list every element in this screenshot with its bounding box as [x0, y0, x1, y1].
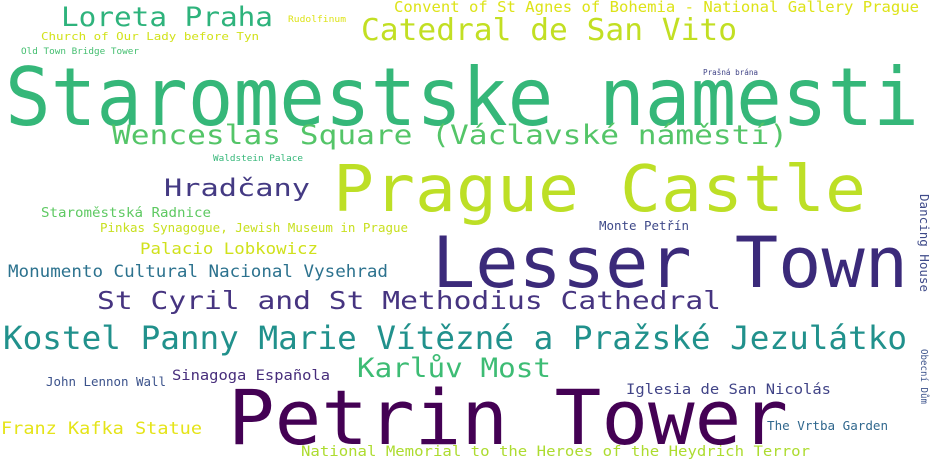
- word-convent-st-agnes[interactable]: Convent of St Agnes of Bohemia - Nationa…: [394, 0, 920, 16]
- word-staromestske-namesti[interactable]: Staromestske namesti: [5, 51, 919, 144]
- word-monte-petrin[interactable]: Monte Petřín: [599, 219, 689, 233]
- word-lesser-town[interactable]: Lesser Town: [432, 222, 909, 304]
- word-church-our-lady-tyn[interactable]: Church of Our Lady before Tyn: [41, 30, 259, 43]
- word-staromestska-radnice[interactable]: Staroměstská Radnice: [41, 206, 211, 221]
- word-hradcany[interactable]: Hradčany: [164, 174, 310, 202]
- word-kostel-panny-marie[interactable]: Kostel Panny Marie Vítězné a Pražské Jez…: [3, 319, 908, 357]
- word-sinagoga-espanola[interactable]: Sinagoga Española: [172, 368, 330, 384]
- word-palacio-lobkowicz[interactable]: Palacio Lobkowicz: [140, 239, 318, 258]
- word-prasna-brana[interactable]: Prašná brána: [703, 68, 758, 77]
- word-petrin-tower[interactable]: Petrin Tower: [228, 373, 789, 462]
- word-franz-kafka-statue[interactable]: Franz Kafka Statue: [1, 419, 202, 439]
- word-prague-castle[interactable]: Prague Castle: [333, 153, 867, 227]
- word-loreta-praha[interactable]: Loreta Praha: [61, 2, 273, 33]
- word-pinkas-synagogue[interactable]: Pinkas Synagogue, Jewish Museum in Pragu…: [100, 221, 409, 235]
- word-rudolfinum[interactable]: Rudolfinum: [288, 15, 347, 25]
- word-vrtba-garden[interactable]: The Vrtba Garden: [767, 419, 889, 433]
- word-heydrich-memorial[interactable]: National Memorial to the Heroes of the H…: [301, 444, 811, 460]
- word-obecni-dum[interactable]: Obecní Dům: [918, 349, 929, 404]
- word-wenceslas-square[interactable]: Wenceslas Square (Václavské náměstí): [112, 120, 789, 151]
- word-iglesia-san-nicolas[interactable]: Iglesia de San Nicolás: [626, 382, 832, 398]
- word-john-lennon-wall[interactable]: John Lennon Wall: [46, 375, 166, 389]
- word-vysehrad[interactable]: Monumento Cultural Nacional Vysehrad: [8, 262, 389, 282]
- word-old-town-bridge-tower[interactable]: Old Town Bridge Tower: [21, 47, 139, 57]
- word-catedral-de-san-vito[interactable]: Catedral de San Vito: [361, 13, 738, 48]
- word-dancing-house[interactable]: Dancing House: [917, 194, 931, 292]
- word-karluv-most[interactable]: Karlův Most: [357, 353, 551, 384]
- word-waldstein-palace[interactable]: Waldstein Palace: [213, 154, 303, 164]
- word-st-cyril-methodius[interactable]: St Cyril and St Methodius Cathedral: [97, 286, 721, 315]
